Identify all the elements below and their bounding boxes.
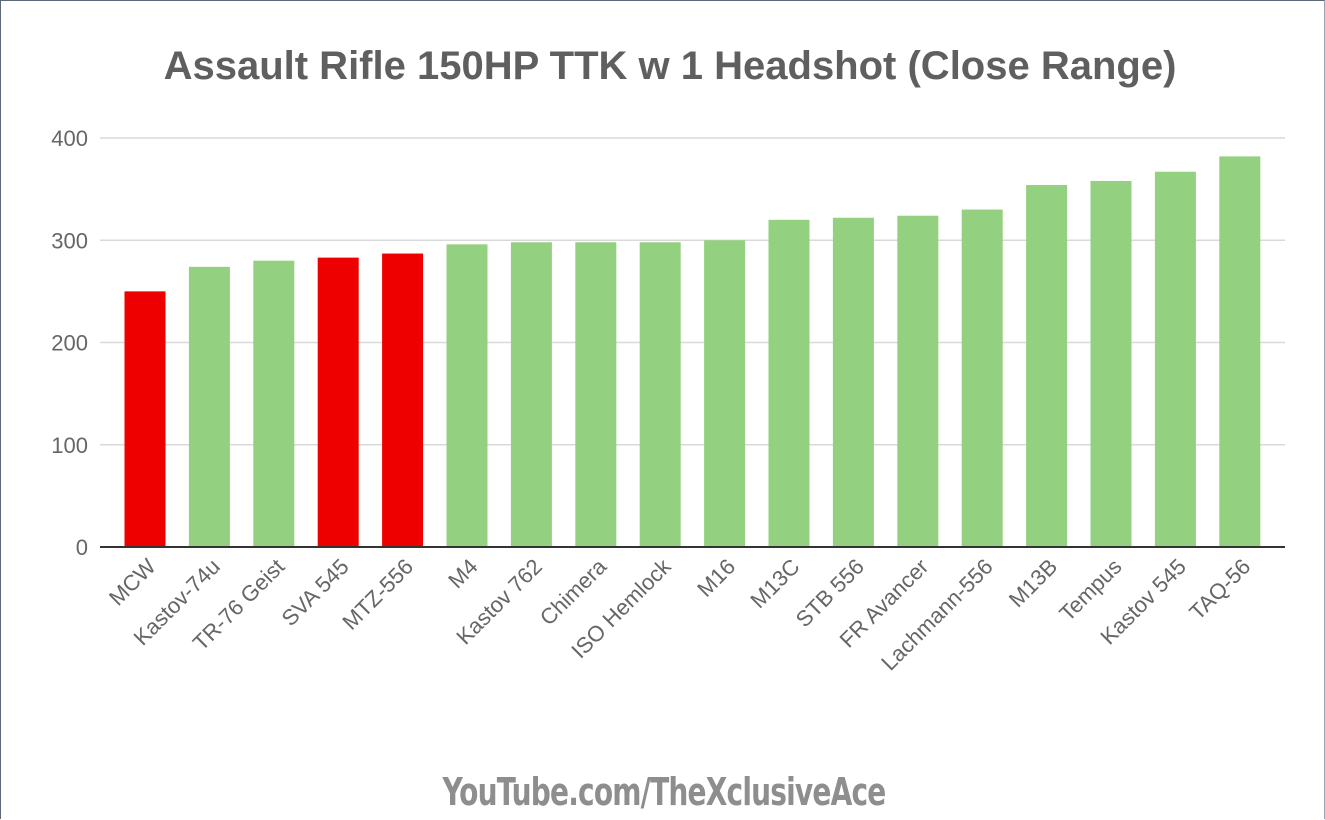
bar-mtz-556 xyxy=(382,253,424,548)
x-tick-label: M13B xyxy=(1004,554,1062,612)
bar-tr-76-geist xyxy=(253,260,295,547)
x-tick-label: M4 xyxy=(443,554,482,593)
x-tick-label: Lachmann-556 xyxy=(876,554,997,675)
bar-tempus xyxy=(1090,180,1132,547)
bars xyxy=(124,156,1261,548)
bar-m16 xyxy=(704,240,746,547)
bar-kastov-74u xyxy=(188,266,230,547)
watermark-text: YouTube.com/TheXclusiveAce xyxy=(442,770,887,814)
x-tick-label: TAQ-56 xyxy=(1184,554,1255,625)
x-tick-label: M16 xyxy=(692,554,740,602)
bar-chimera xyxy=(575,242,617,548)
y-axis-ticks: 0 100 200 300 400 xyxy=(51,126,88,560)
bar-m13b xyxy=(1026,185,1068,547)
gridlines xyxy=(100,137,1285,446)
chart-title: Assault Rifle 150HP TTK w 1 Headshot (Cl… xyxy=(163,44,1177,88)
x-tick-label: M13C xyxy=(745,554,804,613)
bar-iso-hemlock xyxy=(639,242,681,548)
bar-kastov-545 xyxy=(1154,171,1196,547)
x-tick-label: MCW xyxy=(104,554,161,611)
bar-fr-avancer xyxy=(897,215,939,547)
bar-kastov-762 xyxy=(510,242,552,548)
bar-stb-556 xyxy=(832,217,874,547)
x-tick-label: MTZ-556 xyxy=(337,554,418,635)
y-tick-label: 400 xyxy=(51,126,88,151)
y-tick-label: 200 xyxy=(51,331,88,356)
bar-lachmann-556 xyxy=(961,209,1003,547)
y-tick-label: 300 xyxy=(51,228,88,253)
bar-m13c xyxy=(768,219,810,548)
y-tick-label: 100 xyxy=(51,433,88,458)
bar-m4 xyxy=(446,244,488,547)
y-tick-label: 0 xyxy=(76,535,88,560)
bar-mcw xyxy=(124,291,166,547)
bar-sva-545 xyxy=(317,257,359,547)
bar-taq-56 xyxy=(1219,156,1261,547)
